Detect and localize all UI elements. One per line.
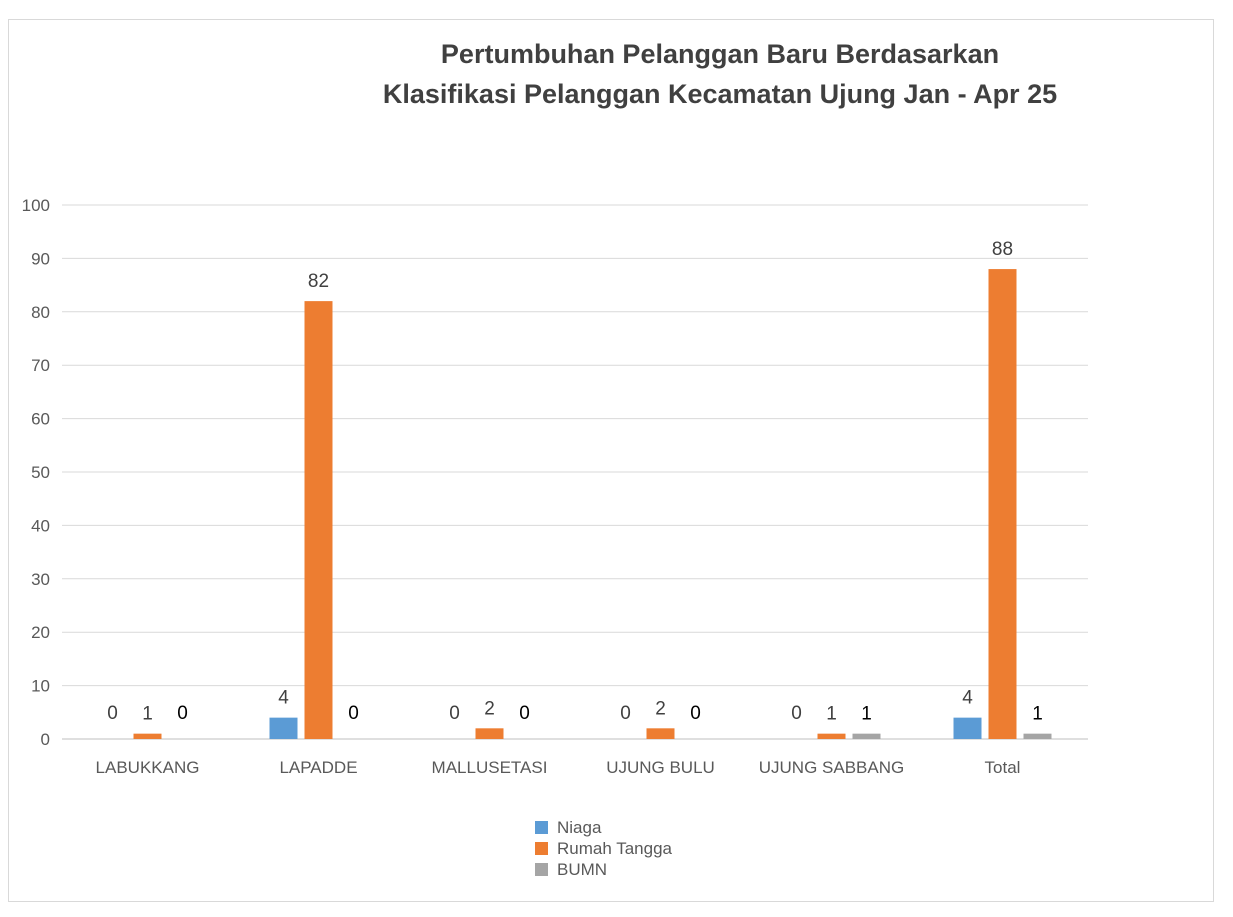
data-label-0-2: 0 bbox=[449, 703, 460, 724]
data-label-1-4: 1 bbox=[826, 704, 837, 725]
legend-swatch-bumn bbox=[535, 863, 548, 876]
bar-2-4 bbox=[852, 733, 881, 739]
chart-title-line-2: Klasifikasi Pelanggan Kecamatan Ujung Ja… bbox=[382, 79, 1058, 109]
bar-1-5 bbox=[988, 269, 1017, 739]
data-label-1-3: 2 bbox=[655, 698, 666, 719]
data-label-1-1: 82 bbox=[308, 271, 329, 292]
y-tick-label-90: 90 bbox=[31, 249, 50, 268]
x-tick-label-1: LAPADDE bbox=[279, 758, 357, 777]
chart-legend: Niaga Rumah Tangga BUMN bbox=[535, 817, 672, 880]
legend-label-niaga: Niaga bbox=[557, 818, 602, 837]
data-label-0-3: 0 bbox=[620, 703, 631, 724]
y-tick-label-20: 20 bbox=[31, 623, 50, 642]
data-label-0-4: 0 bbox=[791, 703, 802, 724]
bar-1-1 bbox=[304, 301, 333, 739]
chart-title-line-1: Pertumbuhan Pelanggan Baru Berdasarkan bbox=[440, 39, 1000, 69]
legend-item-bumn: BUMN bbox=[535, 859, 672, 880]
data-label-2-2: 0 bbox=[519, 703, 530, 724]
x-tick-label-5: Total bbox=[985, 758, 1021, 777]
y-tick-label-60: 60 bbox=[31, 410, 50, 429]
data-label-0-5: 4 bbox=[962, 688, 973, 709]
x-tick-label-2: MALLUSETASI bbox=[432, 758, 548, 777]
chart-title: Pertumbuhan Pelanggan Baru Berdasarkan K… bbox=[310, 34, 1130, 114]
data-label-1-5: 88 bbox=[992, 239, 1013, 260]
bar-0-5 bbox=[953, 717, 982, 739]
data-label-2-3: 0 bbox=[690, 703, 701, 724]
bar-1-4 bbox=[817, 733, 846, 739]
data-label-0-0: 0 bbox=[107, 703, 118, 724]
bar-1-0 bbox=[133, 733, 162, 739]
legend-label-rumah-tangga: Rumah Tangga bbox=[557, 839, 672, 858]
legend-swatch-rumah-tangga bbox=[535, 842, 548, 855]
bar-2-5 bbox=[1023, 733, 1052, 739]
y-tick-label-100: 100 bbox=[22, 196, 50, 215]
y-tick-label-50: 50 bbox=[31, 463, 50, 482]
data-label-2-5: 1 bbox=[1032, 704, 1043, 725]
y-tick-label-40: 40 bbox=[31, 516, 50, 535]
data-label-0-1: 4 bbox=[278, 688, 289, 709]
legend-item-niaga: Niaga bbox=[535, 817, 672, 838]
bar-1-3 bbox=[646, 728, 675, 739]
data-label-2-1: 0 bbox=[348, 703, 359, 724]
y-tick-label-10: 10 bbox=[31, 677, 50, 696]
data-label-2-4: 1 bbox=[861, 704, 872, 725]
data-label-1-0: 1 bbox=[142, 704, 153, 725]
data-label-1-2: 2 bbox=[484, 698, 495, 719]
y-tick-label-70: 70 bbox=[31, 356, 50, 375]
bar-0-1 bbox=[269, 717, 298, 739]
bar-1-2 bbox=[475, 728, 504, 739]
legend-swatch-niaga bbox=[535, 821, 548, 834]
y-tick-label-80: 80 bbox=[31, 303, 50, 322]
y-tick-label-30: 30 bbox=[31, 570, 50, 589]
x-tick-label-3: UJUNG BULU bbox=[606, 758, 715, 777]
legend-item-rumah-tangga: Rumah Tangga bbox=[535, 838, 672, 859]
legend-label-bumn: BUMN bbox=[557, 860, 608, 879]
x-tick-label-0: LABUKKANG bbox=[96, 758, 200, 777]
y-tick-label-0: 0 bbox=[41, 730, 50, 749]
x-tick-label-4: UJUNG SABBANG bbox=[759, 758, 904, 777]
data-label-2-0: 0 bbox=[177, 703, 188, 724]
